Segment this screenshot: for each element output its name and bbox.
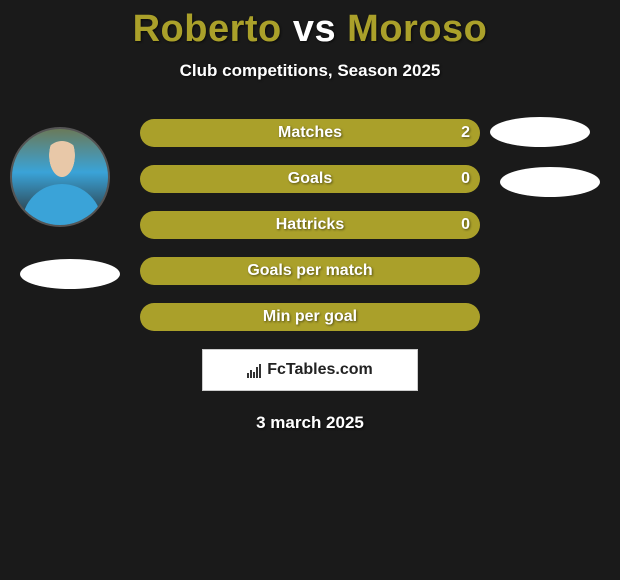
player2-name: Moroso [347,8,487,50]
comparison-card: Roberto vs Moroso Club competitions, Sea… [0,0,620,433]
stat-bar-matches: Matches 2 [140,119,480,147]
page-title: Roberto vs Moroso [0,8,620,51]
decorative-ellipse [20,259,120,289]
stat-label: Hattricks [276,216,344,234]
player1-avatar [10,127,110,227]
content-area: Matches 2 Goals 0 Hattricks 0 Goals per … [0,109,620,349]
stat-bar-goals-per-match: Goals per match [140,257,480,285]
vs-text: vs [293,8,336,50]
stat-value: 0 [461,216,470,234]
player1-name: Roberto [133,8,282,50]
subtitle: Club competitions, Season 2025 [0,61,620,81]
stat-bar-hattricks: Hattricks 0 [140,211,480,239]
stat-bar-min-per-goal: Min per goal [140,303,480,331]
stat-value: 0 [461,170,470,188]
stat-label: Min per goal [263,308,357,326]
fctables-logo[interactable]: FcTables.com [202,349,418,391]
stat-label: Matches [278,124,342,142]
stat-bar-goals: Goals 0 [140,165,480,193]
stat-bars: Matches 2 Goals 0 Hattricks 0 Goals per … [140,119,480,349]
date-text: 3 march 2025 [0,413,620,433]
stat-label: Goals per match [247,262,372,280]
stat-label: Goals [288,170,332,188]
logo-text: FcTables.com [267,361,373,379]
decorative-ellipse [500,167,600,197]
chart-icon [247,362,263,378]
decorative-ellipse [490,117,590,147]
stat-value: 2 [461,124,470,142]
